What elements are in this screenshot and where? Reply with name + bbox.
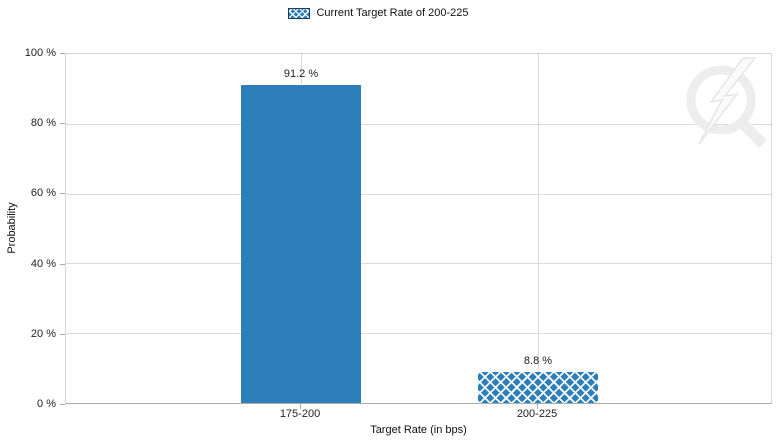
bar-value-200-225: 8.8 % xyxy=(523,355,553,368)
y-tick-label-20: 20 % xyxy=(30,328,56,340)
plot-area: 91.2 % 8.8 % xyxy=(65,53,772,404)
y-tick-mark xyxy=(60,53,65,54)
y-tick-mark xyxy=(60,123,65,124)
x-tick-label-200-225: 200-225 xyxy=(516,408,558,420)
legend-label: Current Target Rate of 200-225 xyxy=(316,7,469,19)
bar-175-200[interactable] xyxy=(241,84,361,403)
y-tick-label-40: 40 % xyxy=(30,258,56,270)
y-tick-label-100: 100 % xyxy=(24,47,56,59)
gridline-60 xyxy=(66,193,771,195)
gridline-80 xyxy=(66,123,771,125)
x-tick-label-175-200: 175-200 xyxy=(279,408,321,420)
gridline-category-2 xyxy=(538,54,539,403)
lightning-q-icon xyxy=(686,57,767,148)
x-tick-mark-175-200 xyxy=(300,404,301,409)
y-tick-label-0: 0 % xyxy=(37,398,56,410)
y-tick-mark xyxy=(60,193,65,194)
y-tick-mark xyxy=(60,334,65,335)
legend-swatch-crosshatch-icon xyxy=(288,7,311,19)
y-tick-mark xyxy=(60,404,65,405)
y-tick-label-80: 80 % xyxy=(30,117,56,129)
x-tick-mark-200-225 xyxy=(537,404,538,409)
gridline-20 xyxy=(66,333,771,335)
bar-value-175-200: 91.2 % xyxy=(283,67,319,80)
chart-legend[interactable]: Current Target Rate of 200-225 xyxy=(0,7,769,19)
y-tick-mark xyxy=(60,264,65,265)
y-tick-label-60: 60 % xyxy=(30,187,56,199)
quikstrike-watermark-logo xyxy=(677,56,777,153)
bar-200-225[interactable] xyxy=(478,372,598,403)
x-axis-title: Target Rate (in bps) xyxy=(370,424,467,436)
y-axis-title: Probability xyxy=(6,202,18,254)
gridline-40 xyxy=(66,263,771,265)
